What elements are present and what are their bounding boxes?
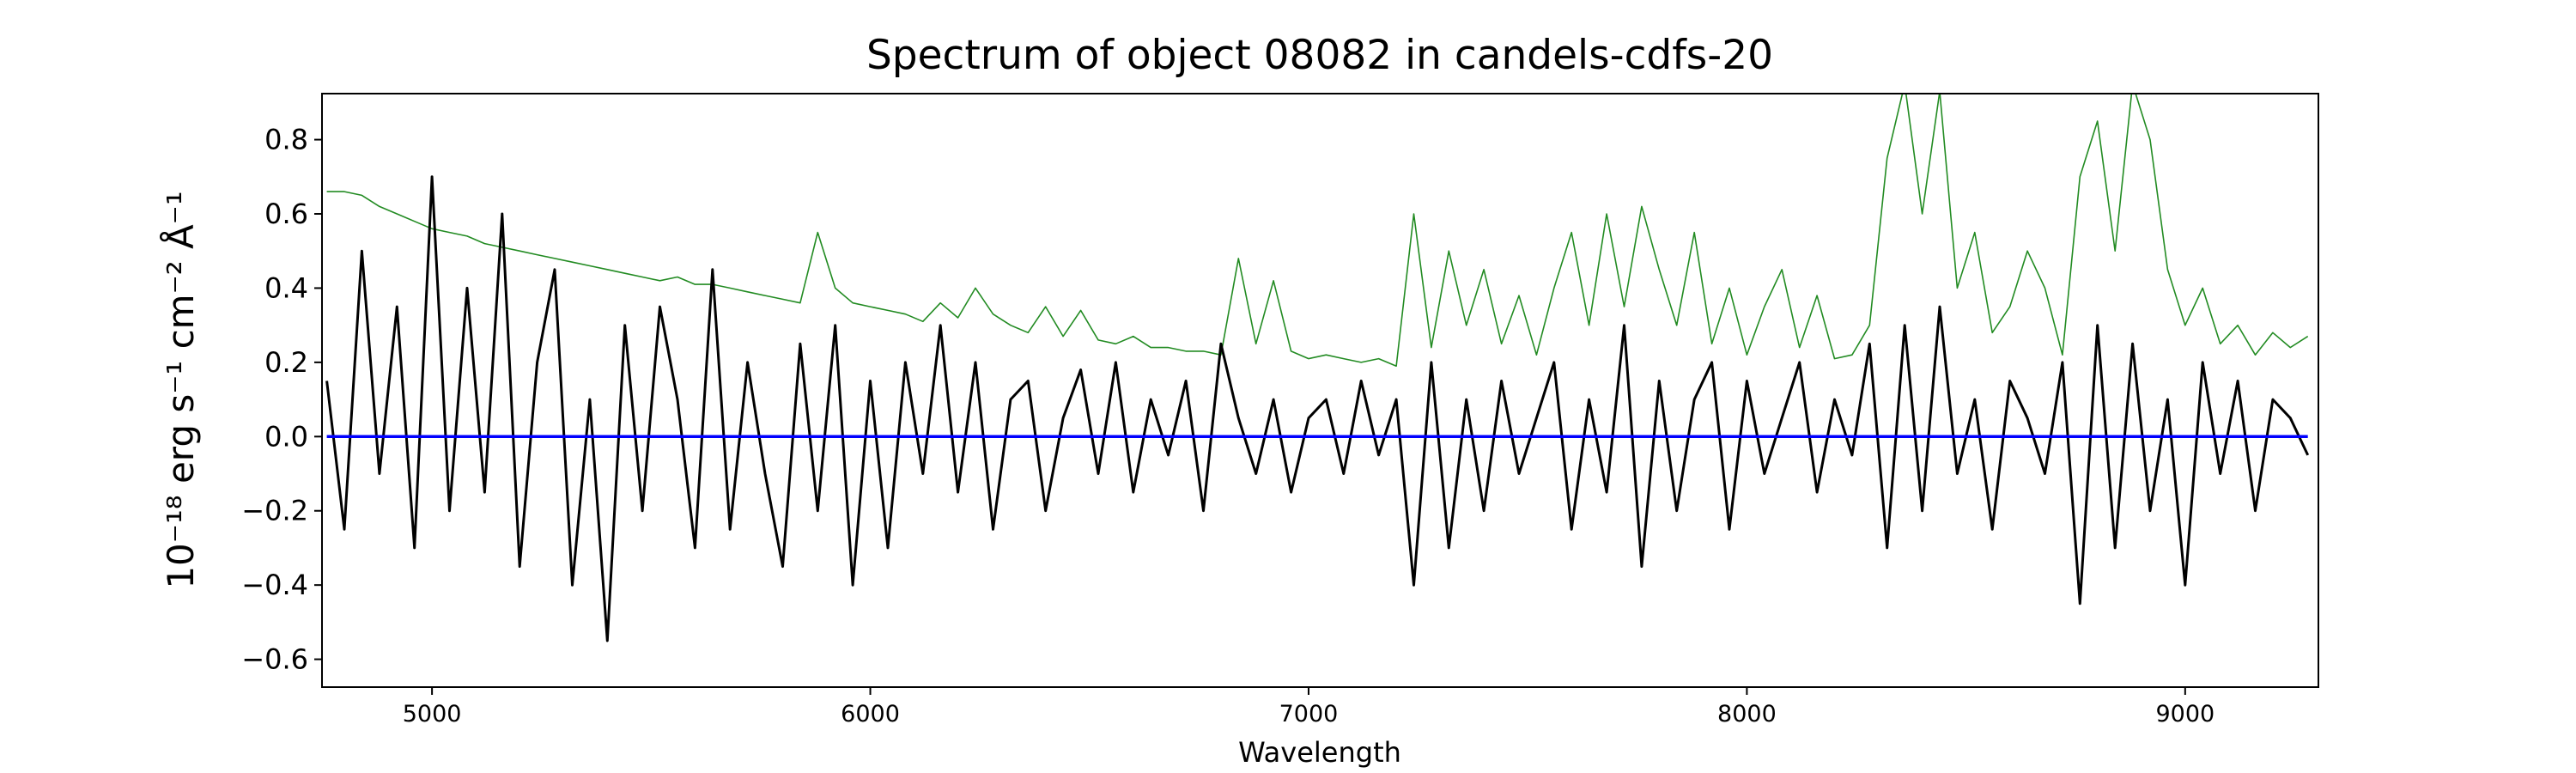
y-tick-label: 0.6 bbox=[264, 198, 308, 230]
x-tick-label: 9000 bbox=[2155, 701, 2215, 727]
x-axis-label: Wavelength bbox=[1238, 736, 1401, 769]
spectrum-line bbox=[325, 175, 2310, 642]
axes-frame bbox=[321, 93, 2319, 688]
y-axis-label: 10⁻¹⁸ erg s⁻¹ cm⁻² Å⁻¹ bbox=[159, 191, 202, 588]
x-tick-label: 8000 bbox=[1717, 701, 1777, 727]
y-tick-label: −0.6 bbox=[241, 643, 308, 676]
x-tick-label: 6000 bbox=[841, 701, 900, 727]
y-tick-label: −0.2 bbox=[241, 495, 308, 527]
x-tick-label: 7000 bbox=[1279, 701, 1339, 727]
y-tick-label: 0.0 bbox=[264, 420, 308, 453]
plot-area bbox=[325, 94, 2310, 642]
x-tick-label: 5000 bbox=[403, 701, 462, 727]
y-tick-label: −0.4 bbox=[241, 569, 308, 601]
chart-title: Spectrum of object 08082 in candels-cdfs… bbox=[866, 32, 1773, 79]
y-tick-label: 0.8 bbox=[264, 124, 308, 156]
spectrum-line bbox=[326, 94, 2309, 367]
y-tick-label: 0.2 bbox=[264, 346, 308, 379]
y-tick-label: 0.4 bbox=[264, 271, 308, 304]
